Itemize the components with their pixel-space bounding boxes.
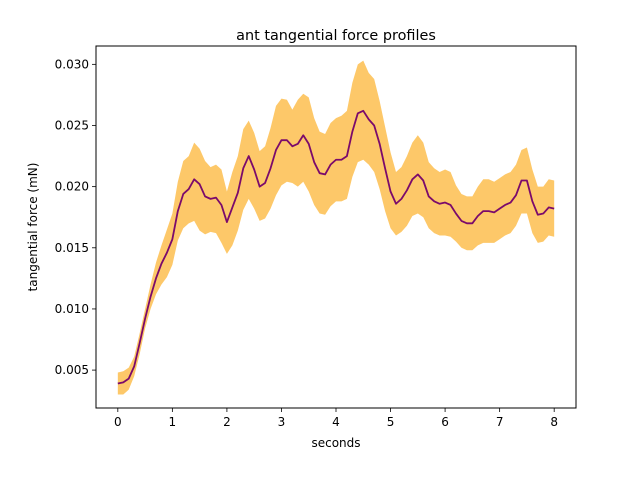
confidence-band xyxy=(117,60,555,395)
y-tick-label: 0.030 xyxy=(55,57,89,71)
chart-title: ant tangential force profiles xyxy=(236,28,436,44)
x-tick-label: 1 xyxy=(169,415,177,429)
y-tick-label: 0.015 xyxy=(55,241,89,255)
x-tick-label: 8 xyxy=(550,415,558,429)
x-tick-label: 4 xyxy=(332,415,340,429)
x-tick-label: 0 xyxy=(114,415,122,429)
x-tick-label: 6 xyxy=(441,415,449,429)
x-tick-label: 2 xyxy=(223,415,231,429)
y-tick-label: 0.010 xyxy=(55,302,89,316)
y-tick-label: 0.005 xyxy=(55,363,89,377)
mean-force-line xyxy=(117,109,555,385)
y-tick-label: 0.020 xyxy=(55,180,89,194)
x-tick-label: 3 xyxy=(278,415,286,429)
x-tick-label: 7 xyxy=(496,415,504,429)
y-axis-label: tangential force (mN) xyxy=(26,163,40,292)
x-axis-label: seconds xyxy=(311,436,360,450)
y-axis: 0.005 0.010 0.015 0.020 0.025 0.030 xyxy=(55,57,96,377)
y-tick-label: 0.025 xyxy=(55,118,89,132)
x-axis: 0 1 2 3 4 5 6 7 8 xyxy=(114,408,558,429)
x-tick-label: 5 xyxy=(387,415,395,429)
plot-area xyxy=(117,60,555,395)
